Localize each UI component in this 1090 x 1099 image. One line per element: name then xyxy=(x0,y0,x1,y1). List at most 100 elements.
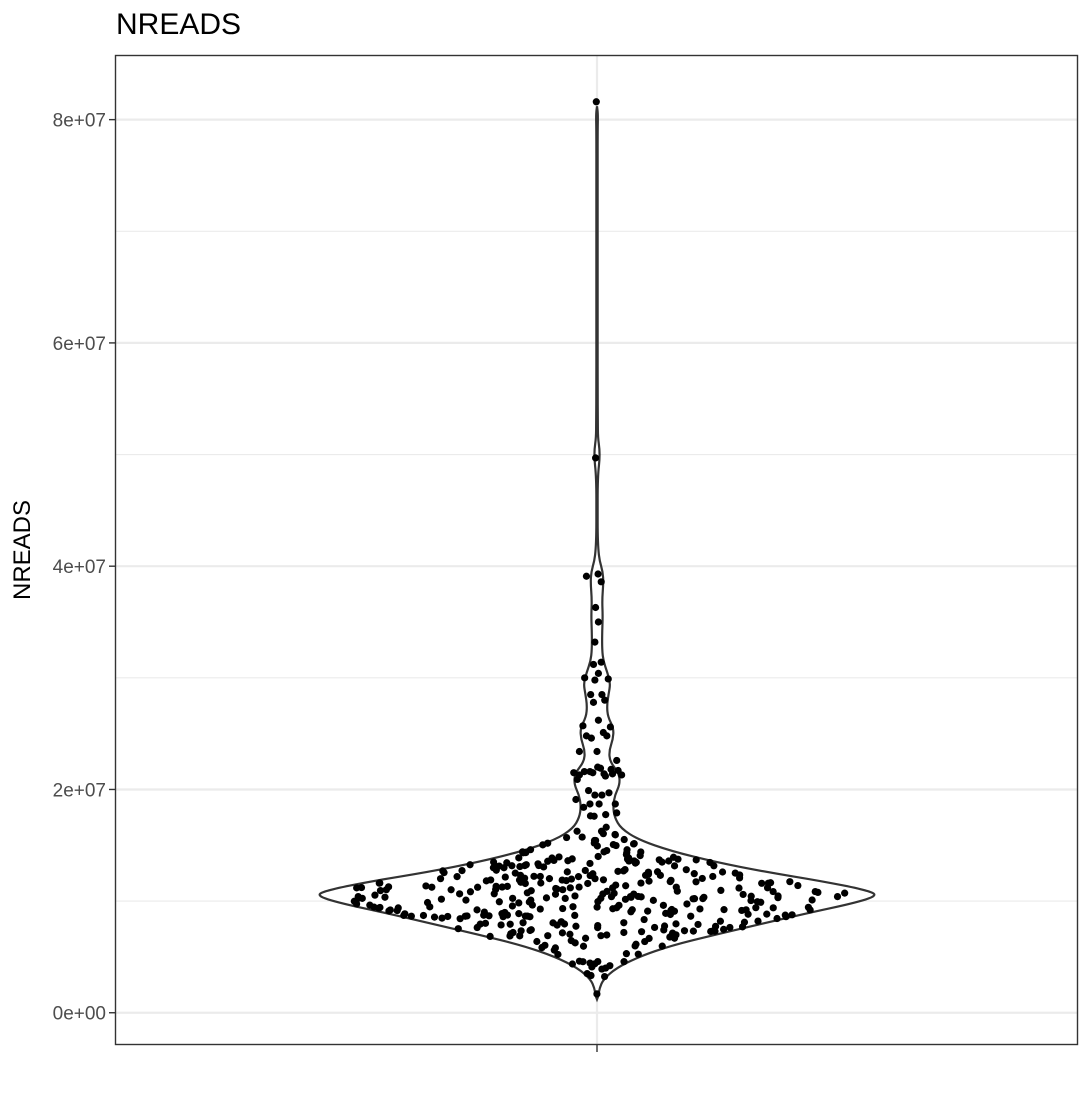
data-point xyxy=(511,869,519,877)
data-point xyxy=(594,921,602,930)
data-point xyxy=(692,878,700,886)
data-point xyxy=(666,878,674,886)
data-point xyxy=(609,884,617,892)
data-point xyxy=(603,732,611,740)
data-point xyxy=(618,771,626,779)
data-point xyxy=(611,831,619,839)
data-point xyxy=(573,775,581,784)
data-point xyxy=(401,910,409,918)
data-point xyxy=(603,931,611,939)
data-point xyxy=(458,866,466,875)
panel-border xyxy=(114,54,1079,1046)
data-point xyxy=(735,884,743,892)
data-point xyxy=(698,874,706,883)
data-point xyxy=(581,674,589,682)
data-point xyxy=(621,895,630,903)
data-point xyxy=(430,913,439,921)
data-point xyxy=(622,950,631,958)
data-point xyxy=(393,906,401,915)
data-point xyxy=(558,929,567,937)
data-point xyxy=(710,862,718,870)
data-point xyxy=(550,856,558,865)
data-point xyxy=(385,907,393,915)
data-point xyxy=(569,903,577,911)
data-point xyxy=(604,675,612,683)
data-point xyxy=(808,896,816,904)
data-point xyxy=(716,917,725,925)
data-point xyxy=(354,894,362,902)
data-point xyxy=(570,769,578,777)
data-point xyxy=(586,812,595,820)
data-point xyxy=(645,877,653,885)
data-point xyxy=(561,894,569,903)
data-point xyxy=(788,911,796,919)
data-point xyxy=(709,872,717,881)
data-point xyxy=(674,855,682,863)
data-point xyxy=(454,925,462,933)
data-point xyxy=(591,454,600,462)
data-point xyxy=(550,946,558,954)
data-point xyxy=(497,921,505,929)
data-point xyxy=(594,618,603,626)
data-point xyxy=(557,918,565,926)
data-point xyxy=(594,716,603,724)
data-point xyxy=(613,809,621,817)
y-tick-label: 8e+07 xyxy=(53,111,106,132)
data-point xyxy=(559,886,567,894)
data-point xyxy=(769,904,777,912)
data-point xyxy=(473,906,481,914)
violin-layer xyxy=(318,106,876,1003)
data-point xyxy=(689,927,697,935)
data-point xyxy=(495,898,503,906)
data-point xyxy=(563,868,571,876)
data-point xyxy=(579,942,588,950)
data-point xyxy=(580,768,588,776)
data-point xyxy=(764,879,772,887)
chart-title: NREADS xyxy=(116,8,241,41)
data-point xyxy=(453,873,461,881)
data-point xyxy=(597,658,605,666)
data-point xyxy=(632,940,640,948)
data-point xyxy=(473,923,481,932)
data-point xyxy=(673,887,681,895)
data-point xyxy=(573,827,581,835)
data-point xyxy=(456,890,464,898)
data-point xyxy=(462,896,470,904)
data-point xyxy=(644,870,653,878)
data-point xyxy=(375,879,383,887)
y-tick-label: 6e+07 xyxy=(53,334,106,355)
data-point xyxy=(527,926,535,934)
data-point xyxy=(598,690,606,699)
data-point xyxy=(598,791,606,799)
data-point xyxy=(687,912,695,920)
data-point xyxy=(591,791,599,799)
data-point xyxy=(670,862,679,870)
data-point xyxy=(601,696,609,704)
data-point xyxy=(537,879,545,887)
data-point xyxy=(506,920,514,928)
data-point xyxy=(606,723,614,731)
data-point xyxy=(634,892,642,901)
data-point xyxy=(600,848,608,856)
data-point xyxy=(690,870,698,878)
data-point xyxy=(786,878,794,886)
data-point xyxy=(632,858,640,866)
data-point xyxy=(580,803,588,811)
data-point xyxy=(620,835,628,844)
data-point xyxy=(782,913,790,921)
data-point xyxy=(584,786,593,795)
data-point xyxy=(659,901,668,909)
data-point xyxy=(680,927,689,935)
data-point xyxy=(518,848,527,856)
data-point xyxy=(559,904,567,913)
data-point xyxy=(536,905,544,913)
data-point xyxy=(579,958,587,966)
data-point xyxy=(587,690,595,699)
data-point xyxy=(371,891,379,899)
data-point xyxy=(738,923,747,931)
data-point xyxy=(530,872,538,880)
data-point xyxy=(763,910,771,918)
data-point xyxy=(509,928,517,937)
data-point xyxy=(503,882,511,890)
data-point xyxy=(586,859,594,868)
